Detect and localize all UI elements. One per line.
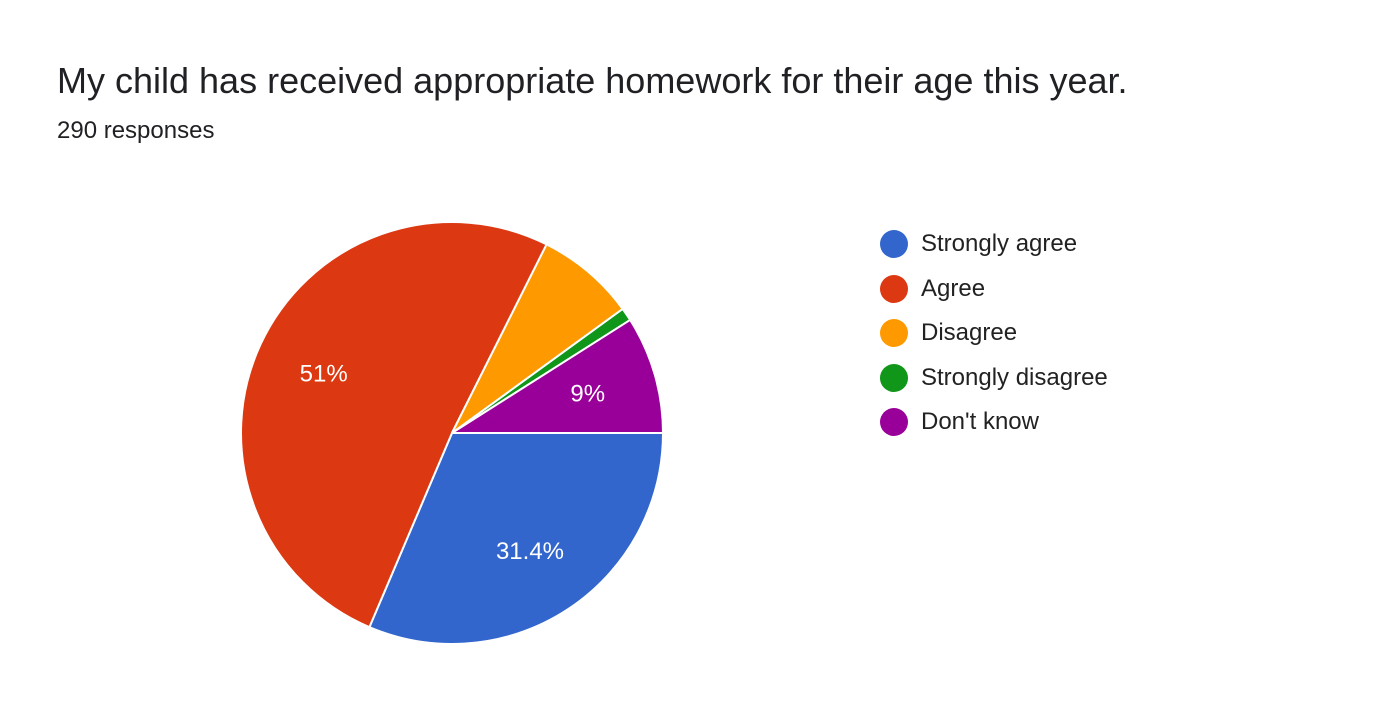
- legend-swatch: [880, 319, 908, 348]
- legend-label: Agree: [921, 274, 986, 302]
- slice-label-agree: 51%: [300, 361, 348, 388]
- legend-item-agree[interactable]: Agree: [880, 267, 1108, 312]
- legend-item-disagree[interactable]: Disagree: [880, 311, 1108, 356]
- legend-swatch: [880, 274, 908, 303]
- legend-item-strongly-agree[interactable]: Strongly agree: [880, 222, 1108, 267]
- legend-label: Disagree: [921, 319, 1018, 347]
- slice-label-don-t-know: 9%: [570, 381, 605, 408]
- response-count: 290 responses: [57, 117, 215, 144]
- legend-swatch: [880, 408, 908, 437]
- pie-slice-don-t-know[interactable]: [451, 318, 664, 434]
- legend-swatch: [880, 363, 908, 392]
- legend-label: Don't know: [921, 408, 1039, 436]
- legend-item-don-t-know[interactable]: Don't know: [880, 400, 1108, 445]
- chart-legend: Strongly agree Agree Disagree Strongly disa…: [880, 222, 1108, 445]
- chart-title: My child has received appropriate homewo…: [57, 60, 1128, 101]
- pie-slice-disagree[interactable]: [451, 243, 624, 434]
- legend-label: Strongly disagree: [921, 363, 1108, 391]
- pie-slice-agree[interactable]: [240, 221, 548, 629]
- legend-swatch: [880, 230, 908, 259]
- slice-label-strongly-agree: 31.4%: [496, 538, 564, 565]
- legend-item-strongly-disagree[interactable]: Strongly disagree: [880, 356, 1108, 401]
- legend-label: Strongly agree: [921, 230, 1078, 258]
- pie-slice-strongly-agree[interactable]: [368, 432, 664, 645]
